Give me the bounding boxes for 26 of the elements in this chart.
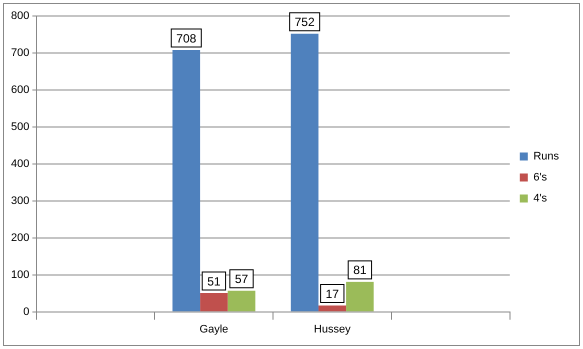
bar (228, 290, 256, 312)
data-label: 57 (234, 272, 249, 286)
data-label: 752 (294, 15, 315, 30)
legend-label: Runs (533, 150, 560, 163)
data-label: 17 (326, 286, 340, 301)
legend-label: 4's (533, 192, 548, 205)
y-tick-label: 100 (10, 268, 30, 281)
bar (172, 50, 200, 312)
data-label: 51 (207, 274, 221, 288)
x-tick-label: Gayle (200, 323, 228, 336)
y-tick-label: 500 (10, 120, 30, 133)
legend-label: 6's (533, 172, 548, 184)
bar (318, 306, 346, 312)
bar (346, 282, 374, 312)
bar (290, 34, 318, 312)
bar (200, 292, 228, 312)
y-tick-label: 800 (10, 10, 30, 22)
data-label: 81 (353, 263, 367, 278)
y-tick-label: 0 (23, 306, 30, 318)
y-tick-label: 400 (10, 158, 30, 170)
y-tick-label: 600 (10, 84, 30, 96)
x-tick-label: Hussey (314, 323, 352, 336)
data-label: 708 (176, 31, 197, 46)
y-tick-label: 300 (10, 194, 30, 207)
y-tick-label: 200 (10, 232, 30, 244)
y-tick-label: 700 (10, 47, 30, 60)
